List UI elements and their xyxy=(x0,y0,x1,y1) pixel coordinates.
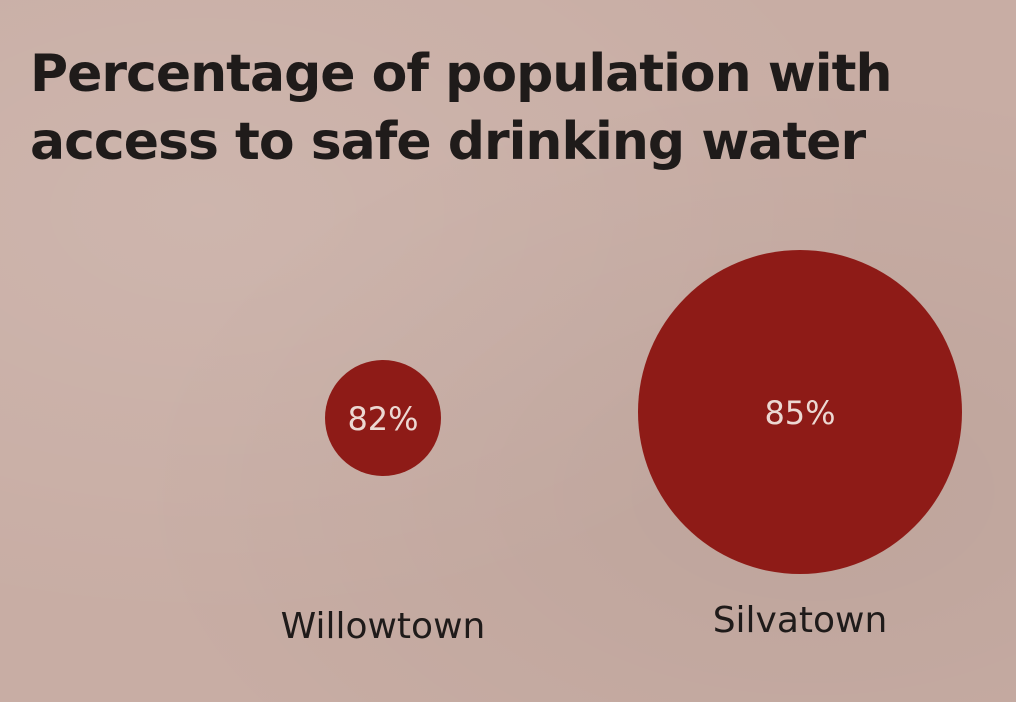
category-label-willowtown: Willowtown xyxy=(281,606,486,647)
bubble-silvatown xyxy=(638,250,962,574)
chart-title-line-1: Percentage of population with xyxy=(30,44,893,104)
bubble-willowtown xyxy=(325,360,441,476)
chart-title: Percentage of population with access to … xyxy=(30,40,990,176)
value-label-willowtown: 82% xyxy=(347,400,418,438)
category-label-silvatown: Silvatown xyxy=(713,600,888,641)
value-label-silvatown: 85% xyxy=(764,394,835,432)
chart-title-line-2: access to safe drinking water xyxy=(30,112,866,172)
